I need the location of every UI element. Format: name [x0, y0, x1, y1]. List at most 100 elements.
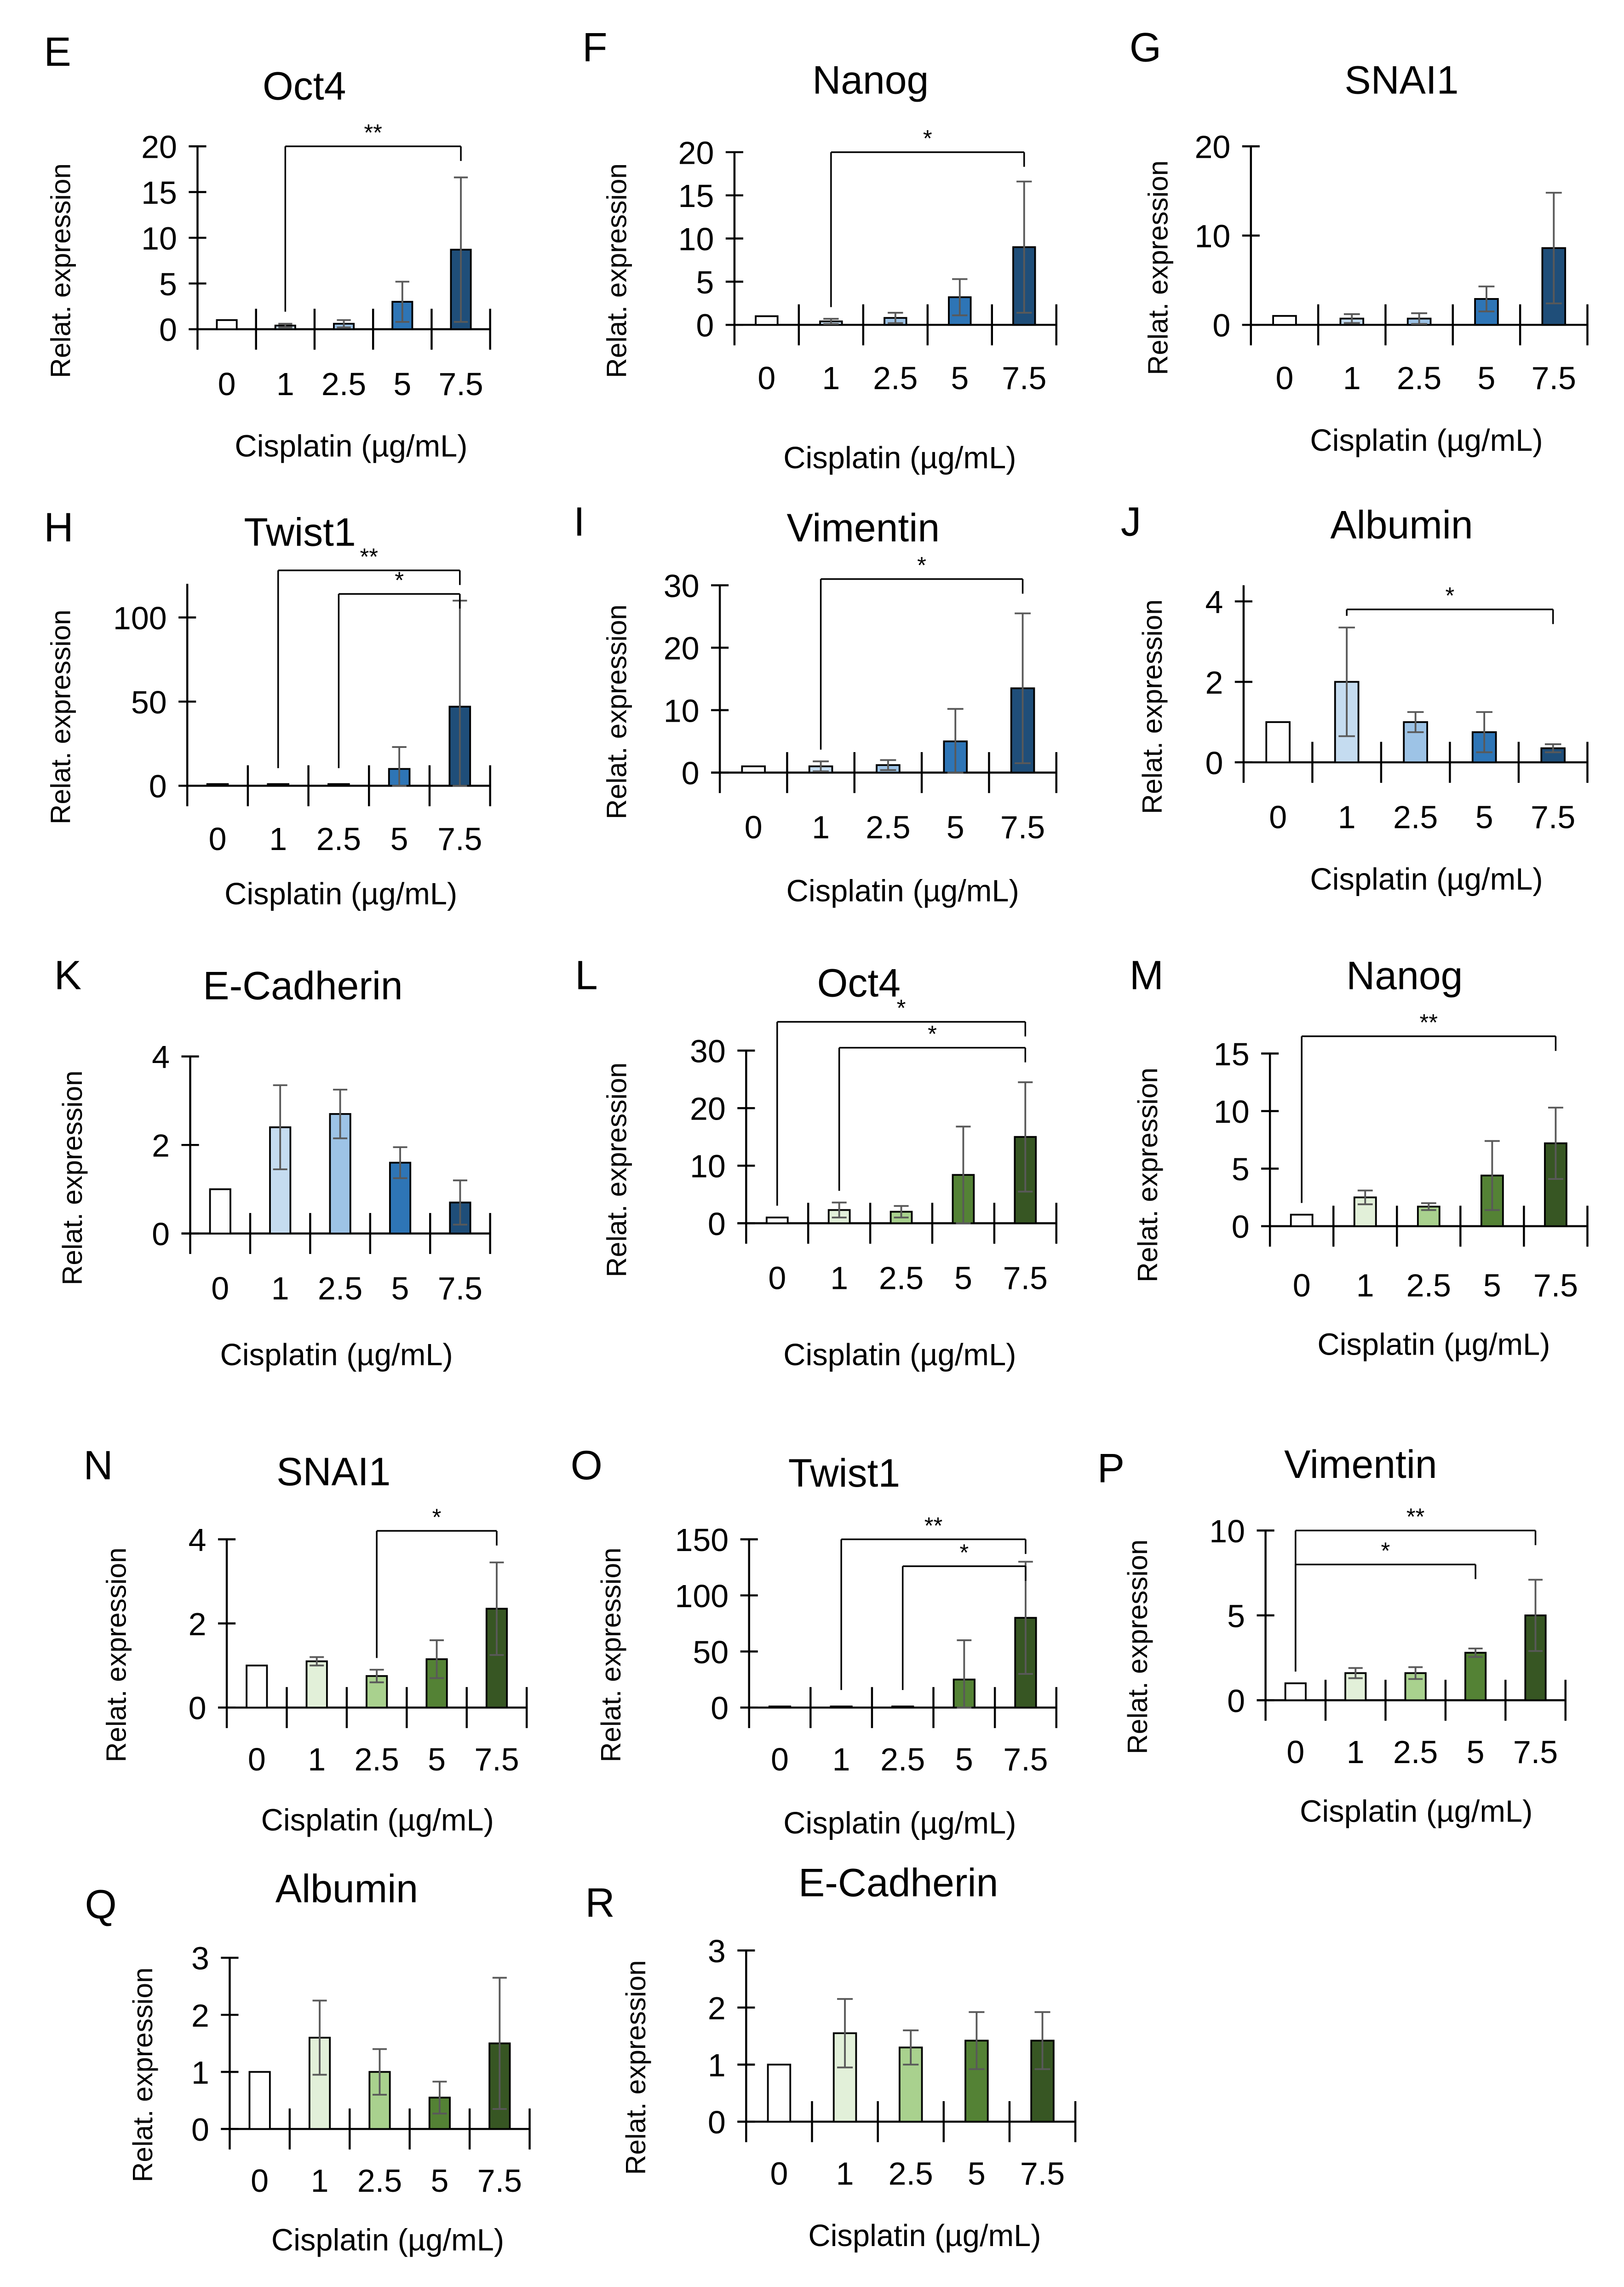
y-tick-label: 20 [678, 135, 714, 171]
y-tick-label: 0 [1212, 308, 1230, 344]
bar [308, 2037, 331, 2130]
x-tick-label: 2.5 [873, 360, 918, 396]
bar [767, 2063, 792, 2123]
x-tick-label: 7.5 [438, 1270, 482, 1306]
x-tick-label: 2.5 [357, 2163, 402, 2199]
x-tick-label: 0 [757, 360, 775, 396]
y-tick-label: 0 [152, 1216, 170, 1252]
y-tick-label: 100 [113, 600, 167, 636]
y-tick-label: 0 [682, 755, 700, 791]
x-tick-label: 1 [1338, 799, 1356, 835]
panel-N: N SNAI1 Relat. expression Cisplatin (µg/mL)… [83, 1442, 528, 1838]
panel-L: L Oct4 Relat. expression Cisplatin (µg/mL) 0… [575, 952, 1057, 1372]
x-tick-label: 5 [430, 2163, 448, 2199]
x-axis-label: Cisplatin (µg/mL) [783, 1338, 1016, 1372]
y-axis-label: Relat. expression [45, 163, 76, 378]
panel-letter: E [44, 29, 71, 75]
x-axis-label: Cisplatin (µg/mL) [220, 1338, 453, 1372]
x-axis-label: Cisplatin (µg/mL) [808, 2219, 1041, 2253]
y-tick-label: 1 [191, 2055, 209, 2091]
x-tick-label: 2.5 [354, 1741, 399, 1777]
x-tick-label: 5 [968, 2155, 986, 2191]
y-tick-label: 2 [1205, 665, 1223, 701]
x-axis-label: Cisplatin (µg/mL) [261, 1804, 494, 1838]
y-tick-label: 4 [152, 1039, 170, 1075]
x-tick-label: 0 [209, 821, 227, 857]
bar [425, 1658, 448, 1709]
significance-label: ** [360, 543, 378, 569]
y-tick-label: 10 [664, 693, 700, 729]
x-axis-label: Cisplatin (µg/mL) [235, 429, 467, 463]
x-tick-label: 1 [822, 360, 840, 396]
panel-K: K E-Cadherin Relat. expression Cisplatin (µ… [54, 952, 491, 1372]
bar [305, 1660, 328, 1709]
y-axis-label: Relat. expression [620, 1960, 651, 2175]
panel-M: M Nanog Relat. expression Cisplatin (µg/mL)… [1130, 952, 1589, 1362]
y-tick-label: 10 [678, 221, 714, 257]
significance-label: * [1446, 582, 1455, 609]
bar [741, 765, 766, 774]
y-tick-label: 0 [1232, 1209, 1250, 1245]
y-tick-label: 20 [1194, 129, 1230, 165]
x-tick-label: 7.5 [437, 821, 482, 857]
significance-label: * [1381, 1537, 1390, 1563]
y-axis-label: Relat. expression [601, 604, 632, 819]
y-axis-label: Relat. expression [601, 163, 632, 378]
x-tick-label: 7.5 [477, 2163, 522, 2199]
x-tick-label: 1 [1343, 360, 1361, 396]
x-tick-label: 7.5 [1532, 360, 1576, 396]
y-tick-label: 15 [141, 175, 177, 211]
y-tick-label: 10 [690, 1149, 726, 1184]
y-axis-label: Relat. expression [1142, 161, 1173, 375]
x-tick-label: 5 [393, 366, 411, 402]
x-tick-label: 7.5 [1533, 1267, 1578, 1303]
y-tick-label: 5 [696, 264, 714, 300]
y-tick-label: 15 [1214, 1036, 1250, 1072]
y-axis-label: Relat. expression [45, 609, 76, 824]
bar [327, 783, 350, 787]
x-tick-label: 1 [812, 810, 830, 845]
y-tick-label: 10 [1194, 218, 1230, 254]
x-axis-label: Cisplatin (µg/mL) [1317, 1328, 1550, 1362]
panel-letter: Q [85, 1881, 117, 1927]
chart-title: Albumin [1330, 503, 1473, 547]
x-axis-label: Cisplatin (µg/mL) [271, 2223, 504, 2257]
significance-label: * [395, 567, 404, 593]
chart-title: Twist1 [244, 511, 356, 555]
y-axis-label: Relat. expression [127, 1967, 158, 2182]
x-tick-label: 2.5 [321, 366, 366, 402]
x-tick-label: 7.5 [474, 1741, 519, 1777]
y-tick-label: 10 [141, 220, 177, 256]
x-tick-label: 5 [391, 1270, 409, 1306]
x-tick-label: 2.5 [879, 1260, 924, 1296]
panel-O: O Twist1 Relat. expression Cisplatin (µg/mL… [571, 1442, 1057, 1840]
significance-label: ** [1406, 1504, 1425, 1530]
x-axis-label: Cisplatin (µg/mL) [783, 441, 1016, 475]
x-tick-label: 1 [1356, 1267, 1374, 1303]
x-tick-label: 7.5 [1513, 1734, 1558, 1770]
chart-title: Nanog [812, 58, 929, 103]
panel-H: H Twist1 Relat. expression Cisplatin (µg/mL… [44, 504, 491, 911]
panel-letter: M [1130, 952, 1164, 998]
y-axis-label: Relat. expression [1122, 1540, 1153, 1754]
x-tick-label: 5 [947, 810, 964, 845]
x-tick-label: 5 [1478, 360, 1496, 396]
y-tick-label: 0 [708, 1206, 726, 1242]
bar [248, 2071, 271, 2130]
panel-letter: K [54, 952, 81, 998]
x-tick-label: 1 [308, 1741, 326, 1777]
y-tick-label: 2 [152, 1128, 170, 1164]
x-axis-label: Cisplatin (µg/mL) [786, 874, 1019, 908]
x-tick-label: 5 [951, 360, 969, 396]
y-tick-label: 100 [675, 1578, 729, 1614]
x-tick-label: 7.5 [1020, 2155, 1065, 2191]
bar [246, 1664, 268, 1709]
panel-letter: G [1130, 24, 1161, 70]
x-tick-label: 0 [1293, 1267, 1311, 1303]
y-tick-label: 0 [159, 312, 177, 348]
x-tick-label: 2.5 [880, 1741, 925, 1777]
y-tick-label: 5 [159, 266, 177, 302]
significance-label: * [923, 125, 932, 151]
chart-title: Twist1 [788, 1451, 900, 1495]
x-tick-label: 7.5 [438, 366, 483, 402]
